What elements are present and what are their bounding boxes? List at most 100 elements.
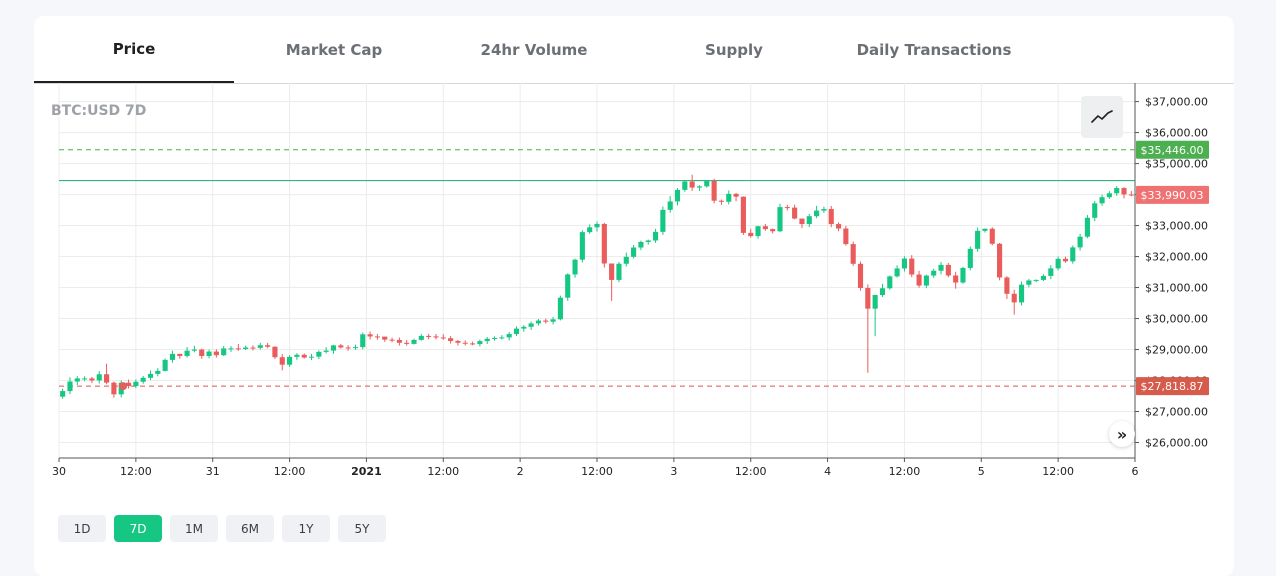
candle-body[interactable] xyxy=(426,335,432,337)
candle-body[interactable] xyxy=(1004,277,1010,294)
candle-body[interactable] xyxy=(638,241,644,248)
candle-body[interactable] xyxy=(1099,197,1105,204)
candle-body[interactable] xyxy=(1026,280,1032,285)
candle-body[interactable] xyxy=(1084,217,1090,237)
candle-body[interactable] xyxy=(184,350,190,356)
candle-body[interactable] xyxy=(901,258,907,269)
candle-body[interactable] xyxy=(169,353,176,360)
candle-body[interactable] xyxy=(470,343,476,345)
candle-body[interactable] xyxy=(909,258,915,275)
candle-body[interactable] xyxy=(843,228,849,245)
candle-body[interactable] xyxy=(177,353,183,356)
candle-body[interactable] xyxy=(484,338,490,342)
candle-body[interactable] xyxy=(652,231,659,241)
candle-body[interactable] xyxy=(777,207,783,232)
candle-body[interactable] xyxy=(828,209,834,225)
candle-body[interactable] xyxy=(455,340,461,343)
candle-body[interactable] xyxy=(279,357,285,365)
candle-body[interactable] xyxy=(382,336,388,340)
candle-body[interactable] xyxy=(682,181,688,190)
candle-body[interactable] xyxy=(667,201,673,210)
candle-body[interactable] xyxy=(616,263,622,280)
candle-body[interactable] xyxy=(67,381,73,392)
range-1d-button[interactable]: 1D xyxy=(58,515,106,542)
candle-body[interactable] xyxy=(418,335,424,340)
candle-body[interactable] xyxy=(1033,279,1039,281)
candle-body[interactable] xyxy=(740,196,746,233)
candle-body[interactable] xyxy=(1040,275,1047,280)
candle-body[interactable] xyxy=(938,264,944,271)
candle-body[interactable] xyxy=(96,374,102,381)
candle-body[interactable] xyxy=(609,263,615,280)
candle-body[interactable] xyxy=(579,232,585,260)
candle-body[interactable] xyxy=(104,374,110,383)
candle-body[interactable] xyxy=(982,228,988,231)
candle-body[interactable] xyxy=(550,319,556,322)
candle-body[interactable] xyxy=(594,223,600,228)
candle-body[interactable] xyxy=(1062,258,1069,262)
candle-body[interactable] xyxy=(923,275,929,286)
candle-body[interactable] xyxy=(389,339,395,341)
candle-body[interactable] xyxy=(565,274,571,298)
range-1y-button[interactable]: 1Y xyxy=(282,515,330,542)
candle-body[interactable] xyxy=(755,226,761,237)
candle-body[interactable] xyxy=(1092,203,1098,218)
candle-body[interactable] xyxy=(997,243,1003,278)
tab-market-cap[interactable]: Market Cap xyxy=(285,40,383,59)
candle-body[interactable] xyxy=(316,351,322,357)
candle-body[interactable] xyxy=(462,342,468,344)
candle-body[interactable] xyxy=(535,320,542,324)
candle-body[interactable] xyxy=(696,186,703,188)
candle-body[interactable] xyxy=(989,228,995,244)
candle-body[interactable] xyxy=(865,287,871,309)
candle-body[interactable] xyxy=(528,323,534,327)
candle-body[interactable] xyxy=(872,295,878,309)
candle-body[interactable] xyxy=(557,297,563,320)
candle-body[interactable] xyxy=(887,276,893,289)
candle-body[interactable] xyxy=(1106,193,1112,198)
candle-body[interactable] xyxy=(814,210,820,217)
candle-body[interactable] xyxy=(308,356,315,358)
candle-body[interactable] xyxy=(352,347,359,349)
range-7d-button[interactable]: 7D xyxy=(114,515,162,542)
candle-body[interactable] xyxy=(960,267,966,283)
candle-body[interactable] xyxy=(243,347,249,350)
candle-body[interactable] xyxy=(140,377,146,382)
candle-body[interactable] xyxy=(411,339,417,344)
candle-body[interactable] xyxy=(404,342,410,344)
candle-body[interactable] xyxy=(147,373,154,378)
candle-body[interactable] xyxy=(433,336,439,338)
candle-body[interactable] xyxy=(257,345,263,348)
candle-body[interactable] xyxy=(294,354,300,357)
candle-body[interactable] xyxy=(784,207,790,209)
candle-body[interactable] xyxy=(1077,236,1083,248)
candle-body[interactable] xyxy=(111,382,117,395)
candle-body[interactable] xyxy=(323,350,329,352)
candle-body[interactable] xyxy=(338,345,344,348)
candle-body[interactable] xyxy=(806,216,812,225)
candle-body[interactable] xyxy=(770,229,776,232)
candle-body[interactable] xyxy=(287,356,293,365)
tab-supply[interactable]: Supply xyxy=(705,40,763,59)
candle-body[interactable] xyxy=(448,338,454,341)
candle-body[interactable] xyxy=(374,336,380,338)
candle-body[interactable] xyxy=(879,288,886,296)
candle-body[interactable] xyxy=(975,230,981,249)
candle-body[interactable] xyxy=(623,256,629,264)
candle-body[interactable] xyxy=(250,347,256,349)
candle-body[interactable] xyxy=(748,232,754,237)
candle-body[interactable] xyxy=(857,263,864,288)
candle-body[interactable] xyxy=(191,349,197,351)
candle-body[interactable] xyxy=(301,354,307,358)
tab-daily-transactions[interactable]: Daily Transactions xyxy=(856,40,1012,59)
candle-body[interactable] xyxy=(792,207,798,219)
candle-body[interactable] xyxy=(1121,188,1127,195)
candle-body[interactable] xyxy=(506,334,512,338)
candle-body[interactable] xyxy=(1048,268,1054,276)
candle-body[interactable] xyxy=(967,248,973,268)
candle-body[interactable] xyxy=(601,223,607,264)
scroll-to-realtime-button[interactable]: » xyxy=(1109,421,1135,447)
candle-body[interactable] xyxy=(945,264,951,276)
candle-body[interactable] xyxy=(631,247,637,257)
candle-body[interactable] xyxy=(133,381,139,387)
